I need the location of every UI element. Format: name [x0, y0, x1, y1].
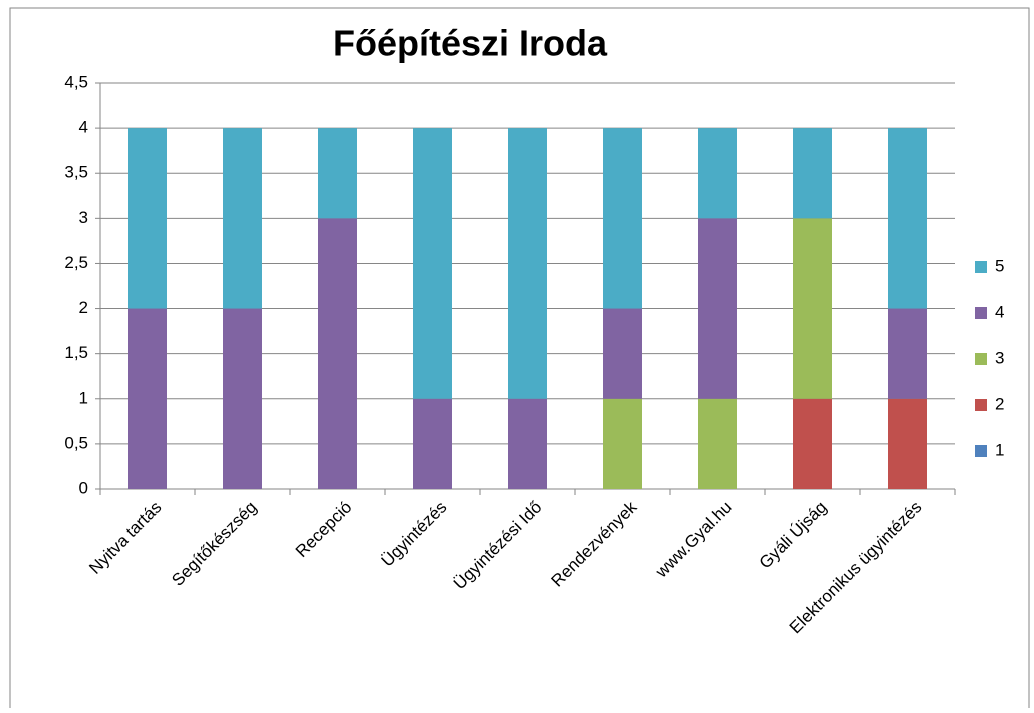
- legend-label: 4: [995, 302, 1004, 321]
- y-tick-label: 4: [79, 118, 88, 137]
- legend-swatch: [975, 307, 987, 319]
- legend-swatch: [975, 261, 987, 273]
- bar-segment: [793, 398, 832, 489]
- bar-segment: [603, 128, 642, 309]
- bar-segment: [603, 398, 642, 489]
- legend-swatch: [975, 399, 987, 411]
- y-tick-label: 4,5: [64, 72, 88, 91]
- bar-segment: [223, 128, 262, 309]
- bar-segment: [318, 218, 357, 490]
- legend-label: 1: [995, 440, 1004, 459]
- bar-segment: [128, 308, 167, 489]
- legend-swatch: [975, 353, 987, 365]
- y-tick-label: 0,5: [64, 433, 88, 452]
- y-tick-label: 1,5: [64, 343, 88, 362]
- legend-label: 5: [995, 256, 1004, 275]
- y-tick-label: 0: [79, 478, 88, 497]
- y-tick-label: 3,5: [64, 163, 88, 182]
- bar-segment: [888, 128, 927, 309]
- bar-segment: [128, 128, 167, 309]
- legend-label: 2: [995, 394, 1004, 413]
- legend-label: 3: [995, 348, 1004, 367]
- y-tick-label: 2: [79, 298, 88, 317]
- bar-segment: [508, 398, 547, 489]
- bar-segment: [793, 218, 832, 399]
- legend-swatch: [975, 445, 987, 457]
- bar-segment: [698, 398, 737, 489]
- bar-segment: [603, 308, 642, 399]
- bar-segment: [698, 128, 737, 219]
- bar-segment: [793, 128, 832, 219]
- bar-segment: [223, 308, 262, 489]
- chart-title: Főépítészi Iroda: [333, 23, 608, 64]
- bar-segment: [413, 398, 452, 489]
- bar-segment: [318, 128, 357, 219]
- y-tick-label: 2,5: [64, 253, 88, 272]
- y-tick-label: 1: [79, 388, 88, 407]
- bar-segment: [698, 218, 737, 399]
- bar-segment: [508, 128, 547, 399]
- bar-segment: [888, 398, 927, 489]
- y-tick-label: 3: [79, 208, 88, 227]
- bar-segment: [888, 308, 927, 399]
- bar-segment: [413, 128, 452, 399]
